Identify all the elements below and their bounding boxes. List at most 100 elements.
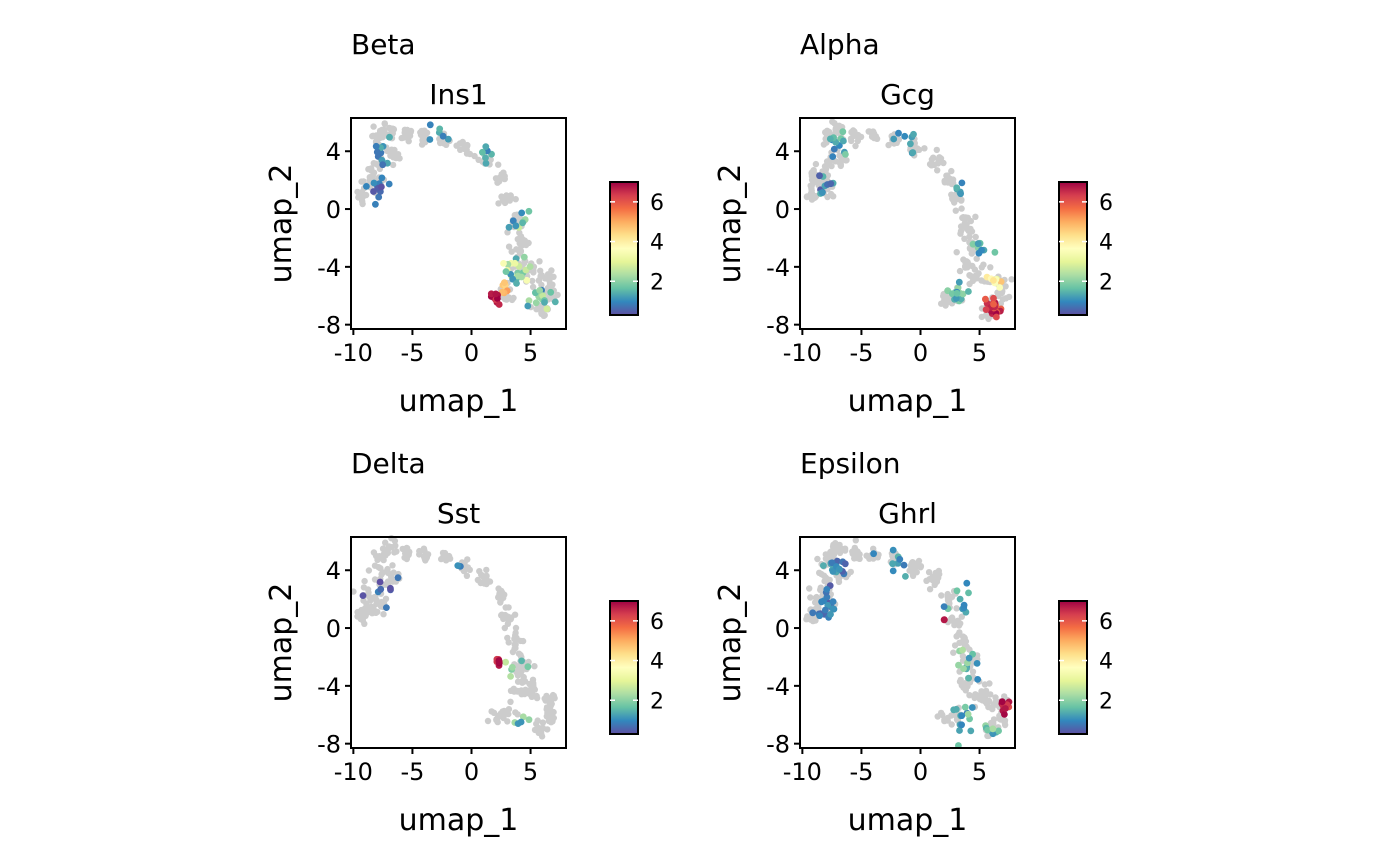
expression-point [495, 658, 503, 666]
expression-point [547, 288, 555, 296]
background-point [807, 190, 814, 198]
expression-point [889, 546, 897, 554]
background-point [546, 706, 553, 713]
background-point [967, 217, 974, 225]
background-point [420, 130, 427, 138]
x-tick-label: -10 [783, 339, 822, 367]
expression-point [890, 135, 898, 143]
background-point [931, 161, 938, 168]
background-point [494, 179, 501, 186]
expression-point [511, 259, 519, 267]
background-point [812, 194, 819, 201]
background-point [416, 551, 423, 558]
expression-points [809, 546, 1013, 749]
background-point [378, 602, 385, 610]
expression-point [532, 299, 540, 307]
background-point [978, 688, 985, 695]
y-tick-label: -8 [317, 312, 341, 340]
expression-point [387, 584, 394, 592]
background-point [389, 161, 397, 169]
background-point [921, 145, 928, 152]
panel-ins1: Beta Ins1 -10 -5 0 5 -8 -4 0 4 umap_1 umap_2 2 4 6 [264, 28, 664, 419]
background-point [984, 732, 991, 740]
expression-point [526, 263, 534, 270]
background-point [360, 584, 368, 591]
expression-point [386, 133, 393, 141]
background-point [972, 213, 979, 220]
expression-point [984, 726, 991, 734]
background-point [909, 566, 916, 573]
expression-point [841, 560, 849, 568]
background-point [360, 613, 367, 621]
background-point [514, 672, 522, 679]
x-tick-label: -5 [400, 758, 424, 786]
expression-point [816, 172, 823, 180]
expression-point [826, 135, 834, 143]
expression-point [963, 579, 971, 587]
y-tick-label: -4 [766, 254, 790, 282]
background-point [817, 586, 824, 593]
expression-point [359, 592, 367, 599]
expression-point [960, 665, 967, 672]
background-point [538, 281, 545, 289]
x-tick-label: -5 [849, 758, 873, 786]
background-point [529, 283, 537, 291]
background-point [507, 687, 515, 694]
background-point [955, 622, 963, 629]
background-point [518, 242, 526, 249]
background-point [975, 270, 982, 277]
background-point [948, 191, 955, 198]
panel-ghrl: Epsilon Ghrl -10 -5 0 5 -8 -4 0 4 umap_1 umap_2 2 4 6 [713, 447, 1113, 838]
cell-type-label: Beta [351, 28, 416, 61]
expression-point [993, 313, 1000, 321]
expression-point [829, 153, 837, 161]
background-point [507, 698, 514, 705]
background-point [512, 709, 519, 716]
background-point [517, 651, 524, 659]
background-point [968, 250, 975, 257]
background-point [519, 236, 526, 243]
background-point [815, 605, 822, 612]
background-point [851, 555, 858, 562]
background-point [929, 573, 936, 580]
background-point [401, 546, 408, 553]
expression-point [512, 222, 520, 230]
expression-point [816, 612, 823, 620]
background-point [374, 554, 381, 561]
background-point [512, 196, 519, 203]
background-point [382, 552, 389, 559]
expression-point [373, 148, 381, 156]
background-point [996, 715, 1003, 722]
background-point [958, 613, 965, 620]
background-point [544, 274, 552, 281]
expression-point [830, 145, 838, 153]
background-point [830, 541, 837, 548]
background-point [962, 259, 969, 266]
background-point [533, 720, 540, 728]
x-tick-label: 5 [523, 758, 538, 786]
background-point [519, 677, 526, 685]
colorbar-tick-label: 4 [1099, 231, 1113, 256]
background-point [966, 692, 973, 699]
cell-type-label: Epsilon [800, 447, 901, 480]
background-point [969, 668, 977, 675]
background-point [544, 726, 551, 733]
background-point [466, 566, 473, 573]
background-point [909, 572, 917, 579]
background-point [1001, 719, 1008, 726]
background-point [389, 562, 396, 569]
expression-point [982, 306, 990, 313]
expression-point [959, 646, 966, 654]
background-point [945, 296, 952, 303]
background-point [948, 167, 955, 175]
background-point [507, 616, 514, 623]
y-tick-label: 0 [775, 196, 790, 224]
x-tick-label: 0 [464, 339, 479, 367]
background-point [944, 597, 952, 604]
expression-point [895, 129, 902, 137]
expression-point [975, 249, 983, 257]
expression-point [896, 555, 904, 563]
background-point [828, 162, 835, 170]
expression-point [821, 606, 829, 614]
